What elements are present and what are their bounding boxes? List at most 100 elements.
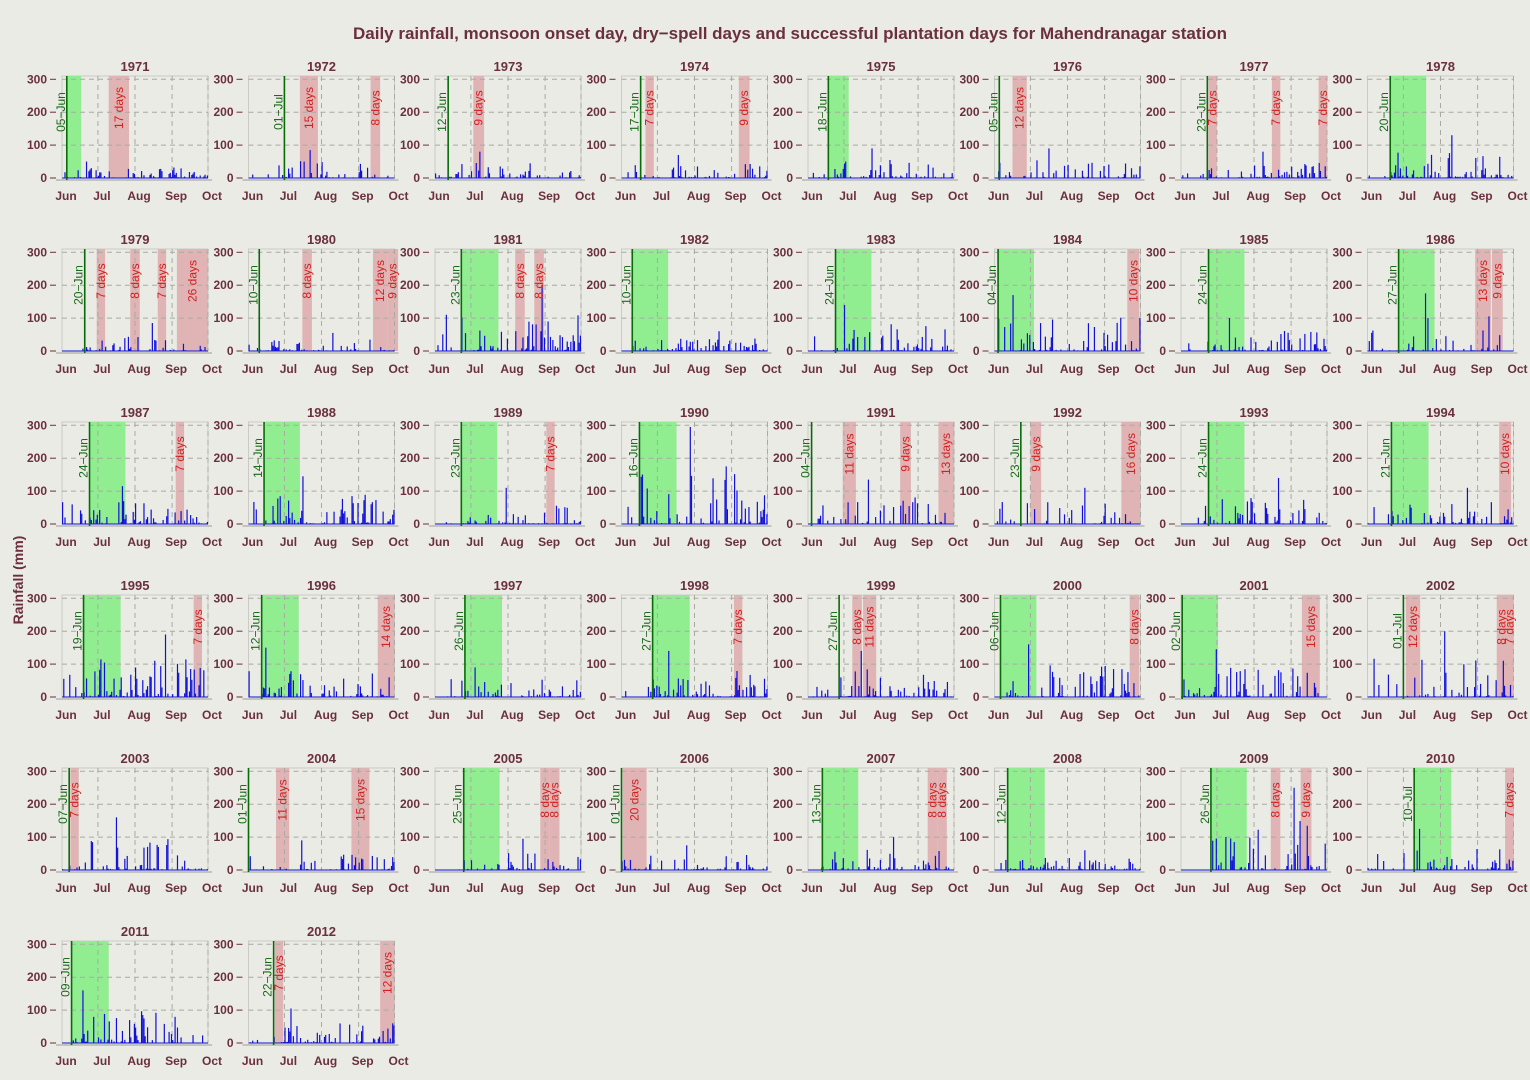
y-tick-label: 300 — [959, 245, 979, 259]
x-tick-label: Sep — [1284, 535, 1306, 549]
x-tick-label: Sep — [1471, 189, 1493, 203]
x-tick-label: Aug — [314, 708, 337, 722]
y-tick-label: 200 — [1332, 624, 1352, 638]
dry-spell-band — [370, 76, 381, 178]
panel-title: 2004 — [307, 751, 337, 766]
x-tick-label: Jun — [1361, 708, 1382, 722]
dry-spell-label: 16 days — [1124, 433, 1138, 475]
y-tick-label: 200 — [1146, 278, 1166, 292]
x-tick-label: Jul — [280, 535, 297, 549]
dry-spell-label: 8 days — [128, 263, 142, 298]
dry-spell-band — [852, 595, 862, 697]
x-tick-label: Sep — [911, 708, 933, 722]
y-tick-label: 100 — [1332, 657, 1352, 671]
dry-spell-label: 17 days — [112, 87, 126, 129]
y-tick-label: 100 — [213, 830, 233, 844]
y-tick-label: 200 — [1332, 797, 1352, 811]
dry-spell-label: 10 days — [1498, 433, 1512, 475]
panel-2010: 2010 10−Jul 7 days 0 100 200 300 Jun Jul Aug Sep Oc… — [1332, 751, 1527, 895]
y-tick-label: 200 — [959, 451, 979, 465]
panel-title: 1987 — [121, 405, 150, 420]
x-tick-label: Sep — [1471, 535, 1493, 549]
x-tick-label: Jul — [1399, 189, 1416, 203]
x-tick-label: Sep — [538, 881, 560, 895]
dry-spell-label: 7 days — [643, 90, 657, 125]
x-tick-label: Sep — [725, 362, 747, 376]
dry-spell-band — [130, 249, 140, 351]
x-tick-label: Oct — [761, 535, 781, 549]
dry-spell-band — [1129, 595, 1140, 697]
onset-label: 09−Jun — [59, 957, 73, 997]
panel-1987: 1987 24−Jun 7 days 0 100 200 300 Jun Jul Aug Sep Oc… — [27, 405, 222, 549]
y-tick-label: 0 — [227, 690, 234, 704]
x-tick-label: Sep — [538, 708, 560, 722]
y-tick-label: 200 — [400, 105, 420, 119]
dry-spell-band — [733, 595, 743, 697]
dry-spell-band — [176, 249, 208, 351]
y-tick-label: 0 — [413, 517, 420, 531]
x-tick-label: Sep — [911, 189, 933, 203]
panel-title: 1983 — [867, 232, 896, 247]
dry-spell-band — [299, 76, 318, 178]
x-tick-label: Jun — [55, 362, 76, 376]
onset-label: 02−Jun — [1169, 611, 1183, 651]
dry-spell-band — [1505, 768, 1514, 870]
plantation-band — [1208, 249, 1245, 351]
dry-spell-label: 8 days — [548, 782, 562, 817]
dry-spell-band — [546, 422, 555, 524]
y-tick-label: 200 — [400, 451, 420, 465]
dry-spell-label: 8 days — [935, 782, 949, 817]
onset-label: 23−Jun — [1008, 438, 1022, 478]
y-tick-label: 100 — [27, 311, 47, 325]
panel-1976: 1976 05−Jun 12 days 0 100 200 300 Jun Jul Aug Sep O… — [959, 59, 1154, 203]
y-tick-label: 100 — [1146, 830, 1166, 844]
x-tick-label: Aug — [127, 362, 150, 376]
y-tick-label: 0 — [1346, 171, 1353, 185]
y-tick-label: 200 — [773, 105, 793, 119]
y-tick-label: 200 — [773, 624, 793, 638]
y-tick-label: 0 — [1346, 690, 1353, 704]
x-tick-label: Oct — [1134, 708, 1154, 722]
onset-label: 26−Jun — [1198, 784, 1212, 824]
x-tick-label: Jul — [1212, 362, 1229, 376]
onset-label: 07−Jun — [56, 784, 70, 824]
y-tick-label: 0 — [1159, 517, 1166, 531]
panel-title: 1974 — [680, 59, 710, 74]
y-tick-label: 200 — [27, 970, 47, 984]
x-tick-label: Sep — [352, 535, 374, 549]
onset-label: 27−Jun — [1386, 265, 1400, 305]
x-tick-label: Aug — [687, 535, 710, 549]
y-tick-label: 100 — [213, 1003, 233, 1017]
x-tick-label: Aug — [500, 189, 523, 203]
plantation-band — [1398, 249, 1435, 351]
x-tick-label: Aug — [127, 535, 150, 549]
dry-spell-band — [549, 768, 560, 870]
plantation-band — [463, 768, 500, 870]
panel-title: 1977 — [1240, 59, 1269, 74]
x-tick-label: Jul — [653, 535, 670, 549]
y-tick-label: 0 — [1159, 171, 1166, 185]
x-tick-label: Sep — [352, 708, 374, 722]
panel-frame — [61, 75, 209, 179]
x-tick-label: Sep — [1098, 881, 1120, 895]
x-tick-label: Jul — [466, 535, 483, 549]
x-tick-label: Oct — [1507, 881, 1527, 895]
x-tick-label: Oct — [761, 189, 781, 203]
x-tick-label: Jun — [801, 189, 822, 203]
x-tick-label: Aug — [1060, 362, 1083, 376]
onset-label: 23−Jun — [448, 265, 462, 305]
y-tick-label: 100 — [27, 1003, 47, 1017]
dry-spell-label: 12 days — [380, 952, 394, 994]
dry-spell-label: 7 days — [1269, 90, 1283, 125]
y-tick-label: 100 — [27, 657, 47, 671]
y-tick-label: 100 — [213, 311, 233, 325]
y-tick-label: 0 — [600, 517, 607, 531]
panel-title: 1984 — [1053, 232, 1083, 247]
x-tick-label: Oct — [1321, 362, 1341, 376]
y-tick-label: 100 — [1332, 830, 1352, 844]
panel-title: 1979 — [121, 232, 150, 247]
x-tick-label: Jul — [653, 189, 670, 203]
x-tick-label: Sep — [1284, 881, 1306, 895]
y-tick-label: 200 — [213, 105, 233, 119]
